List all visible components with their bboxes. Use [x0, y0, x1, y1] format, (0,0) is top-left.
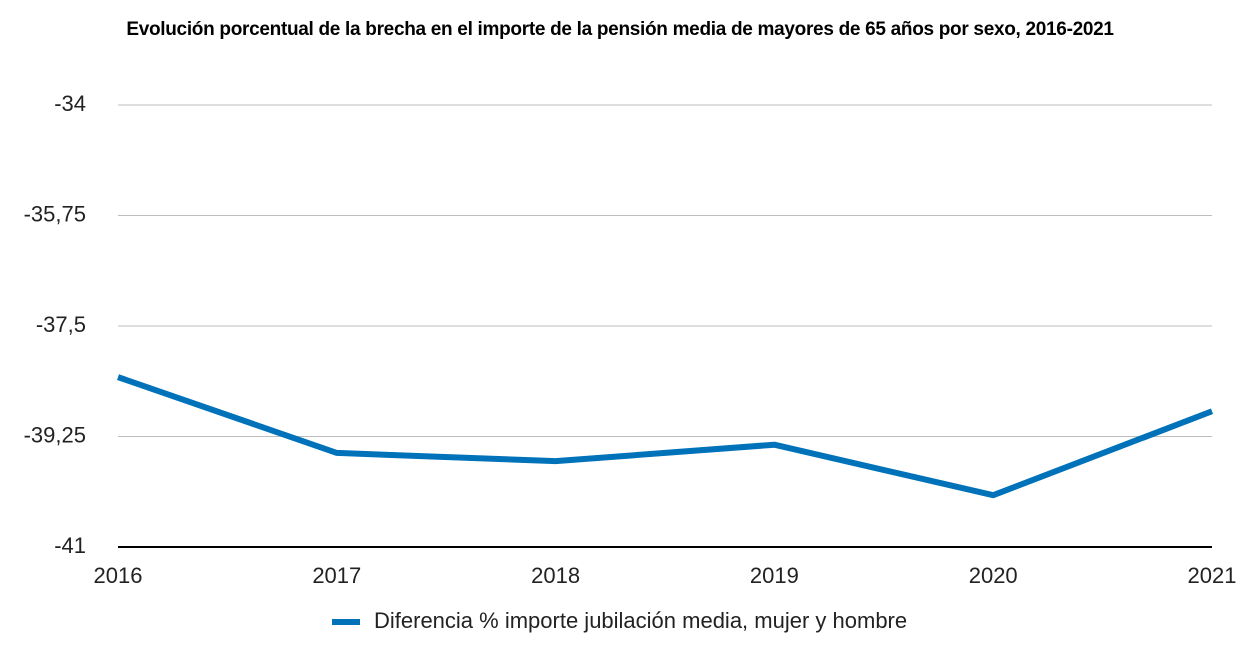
- y-tick-label: -41: [54, 533, 86, 558]
- y-tick-label: -35,75: [24, 201, 86, 226]
- x-tick-label: 2019: [750, 563, 799, 588]
- x-tick-label: 2020: [969, 563, 1018, 588]
- data-line: [117, 374, 1214, 499]
- x-tick-label: 2017: [312, 563, 361, 588]
- legend-label: Diferencia % importe jubilación media, m…: [374, 608, 907, 633]
- y-tick-label: -34: [54, 91, 86, 116]
- x-tick-label: 2016: [94, 563, 143, 588]
- x-tick-label: 2018: [531, 563, 580, 588]
- y-tick-label: -37,5: [36, 312, 86, 337]
- chart-title: Evolución porcentual de la brecha en el …: [126, 19, 1114, 40]
- y-tick-label: -39,25: [24, 422, 86, 447]
- x-tick-label: 2021: [1188, 563, 1237, 588]
